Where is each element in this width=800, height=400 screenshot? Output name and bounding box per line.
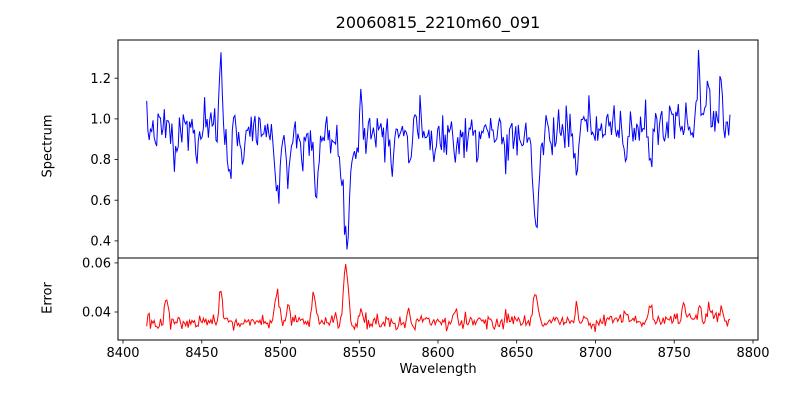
- chart-title: 20060815_2210m60_091: [335, 13, 541, 32]
- x-tick-label: 8800: [736, 346, 769, 361]
- x-tick-label: 8600: [421, 346, 454, 361]
- spectrum-y-tick-label: 1.2: [90, 72, 111, 87]
- spectrum-y-tick-label: 0.4: [90, 234, 111, 249]
- x-tick-label: 8400: [106, 346, 139, 361]
- spectrum-y-tick-label: 0.8: [90, 153, 111, 168]
- error-line: [146, 264, 731, 332]
- x-tick-label: 8450: [185, 346, 218, 361]
- x-tick-label: 8750: [658, 346, 691, 361]
- spectrum-y-tick-label: 0.6: [90, 194, 111, 209]
- plot-background: [118, 40, 758, 340]
- error-y-tick-label: 0.06: [82, 256, 111, 271]
- x-tick-label: 8500: [264, 346, 297, 361]
- spectrum-line: [146, 49, 731, 250]
- spectrum-y-tick-label: 1.0: [90, 112, 111, 127]
- x-tick-label: 8650: [500, 346, 533, 361]
- x-tick-label: 8550: [343, 346, 376, 361]
- x-axis-label: Wavelength: [399, 362, 477, 377]
- error-y-tick-label: 0.04: [82, 306, 111, 321]
- x-tick-label: 8700: [579, 346, 612, 361]
- x-axis-ticks: 8400 8450 8500 8550 8600 8650 8700 8750 8800: [106, 340, 770, 361]
- spectrum-subplot: 0.4 0.6 0.8 1.0 1.2: [90, 39, 759, 259]
